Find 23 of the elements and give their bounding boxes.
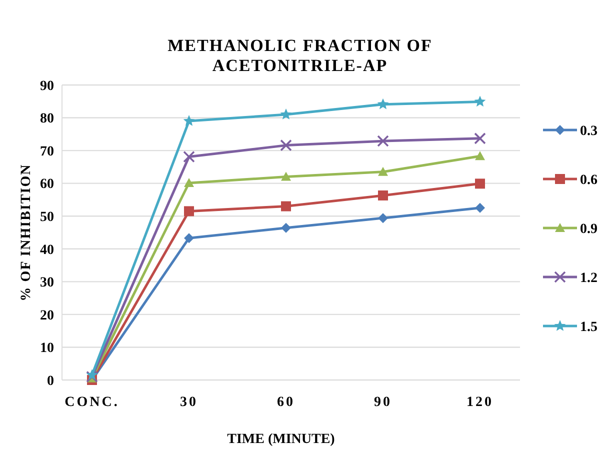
x-tick-label: CONC. xyxy=(64,395,120,410)
x-tick-label: 60 xyxy=(277,395,295,410)
x-tick-label: 90 xyxy=(374,395,392,410)
x-tick-label: 30 xyxy=(180,395,198,410)
y-tick-label: 60 xyxy=(40,177,54,192)
legend-label: 1.2 xyxy=(580,270,598,286)
x-tick-label: 120 xyxy=(466,395,494,410)
y-tick-label: 40 xyxy=(40,242,54,258)
legend-label: 0.6 xyxy=(580,172,598,188)
chart-title: METHANOLIC FRACTION OF ACETONITRILE-AP xyxy=(166,36,434,76)
x-axis-title: TIME (MINUTE) xyxy=(227,432,336,447)
legend-label: 0.9 xyxy=(580,222,598,237)
y-axis-title: % OF INHIBITION xyxy=(19,164,34,302)
y-tick-label: 90 xyxy=(40,78,54,94)
legend-label: 0.3 xyxy=(580,124,598,139)
y-tick-label: 20 xyxy=(40,308,54,324)
legend-label: 1.5 xyxy=(580,320,598,335)
y-tick-label: 50 xyxy=(40,210,54,226)
y-tick-label: 0 xyxy=(47,374,54,389)
y-tick-label: 80 xyxy=(40,112,54,127)
y-tick-label: 30 xyxy=(40,276,54,291)
y-tick-label: 70 xyxy=(40,144,54,160)
y-tick-label: 10 xyxy=(40,341,54,356)
